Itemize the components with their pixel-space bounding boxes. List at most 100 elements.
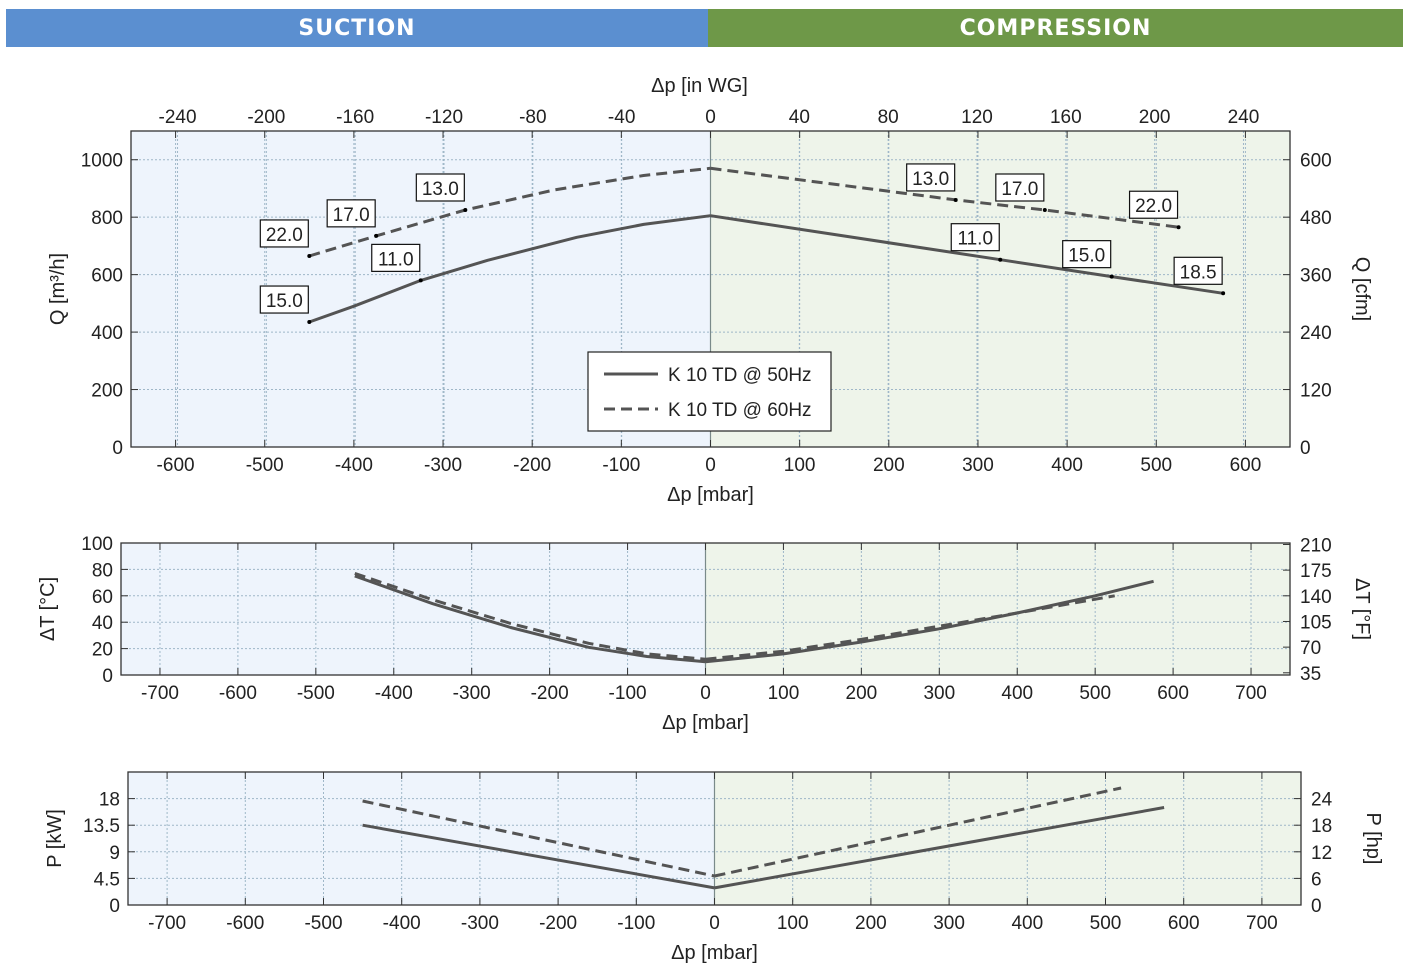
y-tick-label: 400	[91, 323, 123, 344]
data-point	[307, 254, 311, 258]
x-tick-label: 200	[855, 913, 887, 934]
y-tick-label: 60	[92, 587, 113, 608]
x-tick-label: 300	[962, 455, 994, 476]
x-tick-label: -200	[539, 913, 577, 934]
x-tick-label: 600	[1157, 683, 1189, 704]
secondary-y-tick-label: 140	[1300, 587, 1332, 608]
y-tick-label: 200	[91, 381, 123, 402]
x-tick-label: 300	[923, 683, 955, 704]
y-axis-label: P [kW]	[44, 809, 66, 868]
secondary-x-axis-label: Δp [in WG]	[651, 75, 748, 97]
x-tick-label: -500	[304, 913, 342, 934]
secondary-y-tick-label: 360	[1300, 266, 1332, 287]
legend-entry-label: K 10 TD @ 60Hz	[668, 400, 812, 421]
x-tick-label: 0	[709, 913, 720, 934]
secondary-x-tick-label: -80	[519, 107, 546, 128]
x-axis-label: Δp [mbar]	[671, 942, 758, 963]
annotation-label: 22.0	[1135, 196, 1172, 217]
compression-region	[706, 543, 1291, 675]
x-tick-label: -100	[602, 455, 640, 476]
data-point	[998, 258, 1002, 262]
y-tick-label: 80	[92, 560, 113, 581]
suction-region	[121, 543, 706, 675]
secondary-y-tick-label: 70	[1300, 638, 1321, 659]
data-point	[1177, 225, 1181, 229]
secondary-y-tick-label: 175	[1300, 561, 1332, 582]
annotation-label: 13.0	[912, 169, 949, 190]
x-tick-label: -700	[141, 683, 179, 704]
secondary-x-tick-label: 240	[1228, 107, 1260, 128]
y-tick-label: 9	[109, 843, 120, 864]
x-tick-label: -300	[461, 913, 499, 934]
data-point	[463, 208, 467, 212]
secondary-y-tick-label: 240	[1300, 323, 1332, 344]
x-tick-label: -400	[383, 913, 421, 934]
x-tick-label: 400	[1051, 455, 1083, 476]
annotation-label: 11.0	[378, 249, 414, 270]
x-tick-label: 300	[933, 913, 965, 934]
x-axis-label: Δp [mbar]	[667, 484, 754, 506]
legend: K 10 TD @ 50Hz K 10 TD @ 60Hz	[588, 352, 831, 431]
x-tick-label: 500	[1140, 455, 1172, 476]
secondary-x-tick-label: 80	[878, 107, 899, 128]
legend-entry-label: K 10 TD @ 50Hz	[668, 365, 812, 386]
x-tick-label: -300	[453, 683, 491, 704]
secondary-y-axis-label: ΔT [°F]	[1351, 578, 1373, 640]
y-tick-label: 13.5	[83, 816, 120, 837]
y-tick-label: 20	[92, 640, 113, 661]
x-tick-label: 0	[705, 455, 716, 476]
x-tick-label: -100	[617, 913, 655, 934]
secondary-y-tick-label: 12	[1311, 843, 1332, 864]
x-tick-label: -400	[335, 455, 373, 476]
y-tick-label: 40	[92, 613, 113, 634]
x-tick-label: -200	[513, 455, 551, 476]
secondary-y-tick-label: 105	[1300, 612, 1332, 633]
x-tick-label: 600	[1168, 913, 1200, 934]
x-tick-label: 500	[1079, 683, 1111, 704]
y-tick-label: 18	[99, 790, 120, 811]
secondary-x-tick-label: 0	[705, 107, 716, 128]
x-tick-label: 400	[1001, 683, 1033, 704]
annotation-label: 17.0	[1001, 179, 1038, 200]
x-axis-label: Δp [mbar]	[662, 712, 749, 734]
secondary-y-tick-label: 0	[1300, 438, 1311, 459]
data-point	[1043, 208, 1047, 212]
x-tick-label: -600	[226, 913, 264, 934]
data-point	[1110, 275, 1114, 279]
y-tick-label: 1000	[81, 151, 123, 172]
secondary-x-tick-label: 160	[1050, 107, 1082, 128]
data-point	[307, 320, 311, 324]
secondary-x-tick-label: -160	[336, 107, 374, 128]
annotation-label: 18.5	[1180, 262, 1217, 283]
secondary-y-tick-label: 24	[1311, 790, 1333, 811]
secondary-x-tick-label: 40	[789, 107, 810, 128]
annotation-label: 17.0	[333, 205, 370, 226]
annotation-label: 15.0	[1068, 246, 1105, 267]
temperature-chart: -700 -600 -500 -400 -300 -200 -100 0 100 200 300 40…	[37, 534, 1373, 734]
y-tick-label: 0	[102, 666, 113, 687]
secondary-x-tick-label: -40	[608, 107, 635, 128]
data-point	[954, 198, 958, 202]
x-tick-label: 200	[873, 455, 905, 476]
y-tick-label: 800	[91, 208, 123, 229]
secondary-x-tick-label: -120	[425, 107, 463, 128]
annotation-label: 11.0	[957, 229, 993, 250]
x-tick-label: 600	[1230, 455, 1262, 476]
x-tick-label: -600	[157, 455, 195, 476]
x-tick-label: 500	[1090, 913, 1122, 934]
compression-region	[715, 772, 1302, 905]
power-chart: -700 -600 -500 -400 -300 -200 -100 0 100 200 300 40…	[44, 772, 1384, 963]
secondary-x-tick-label: 120	[961, 107, 993, 128]
y-tick-label: 4.5	[94, 869, 120, 890]
x-tick-label: 100	[777, 913, 809, 934]
data-point	[1221, 291, 1225, 295]
x-tick-label: 100	[784, 455, 816, 476]
x-tick-label: -500	[297, 683, 335, 704]
x-tick-label: 100	[768, 683, 800, 704]
x-tick-label: -400	[375, 683, 413, 704]
data-point	[374, 234, 378, 238]
y-tick-label: 100	[81, 534, 113, 555]
secondary-y-tick-label: 6	[1311, 869, 1322, 890]
annotation-label: 15.0	[266, 291, 303, 312]
x-tick-label: 700	[1246, 913, 1278, 934]
